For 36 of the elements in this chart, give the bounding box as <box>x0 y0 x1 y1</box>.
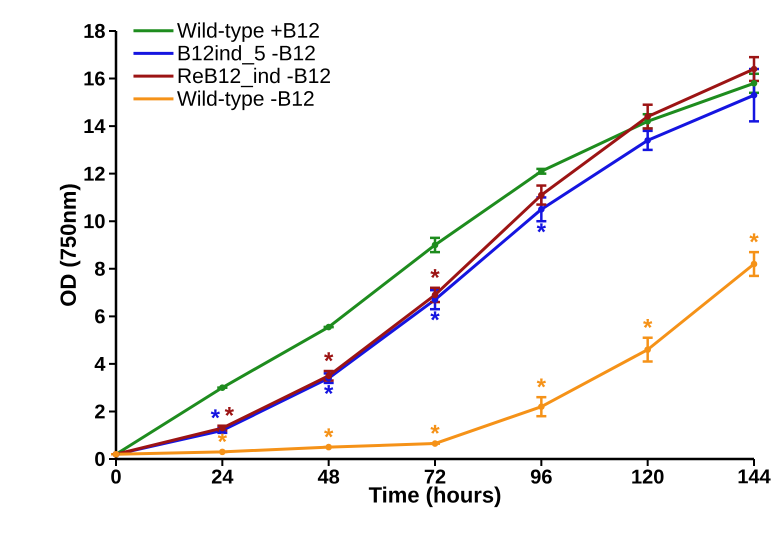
annotation: * <box>430 424 440 434</box>
y-tick-label: 16 <box>84 71 105 86</box>
annotation: * <box>430 269 440 278</box>
y-axis-title: OD (750nm) <box>60 184 80 306</box>
y-tick-label: 18 <box>84 24 105 38</box>
annotation: * <box>536 378 546 388</box>
legend-label: Wild-type +B12 <box>177 22 319 42</box>
y-tick-label: 4 <box>94 357 106 371</box>
legend-label: ReB12_ind -B12 <box>178 68 330 88</box>
y-tick-label: 10 <box>84 214 105 228</box>
annotation: * <box>749 233 759 242</box>
annotation: * <box>536 223 546 232</box>
x-tick-label: 144 <box>738 470 771 484</box>
legend-label: Wild-type -B12 <box>177 90 314 110</box>
annotation: * <box>430 311 440 320</box>
annotation: * <box>324 385 334 394</box>
annotation: * <box>324 428 334 438</box>
y-tick-label: 6 <box>95 309 105 324</box>
annotation: * <box>643 319 652 328</box>
x-axis-title: Time (hours) <box>368 486 500 508</box>
x-tick-label: 0 <box>111 470 121 484</box>
y-tick-label: 8 <box>94 262 105 276</box>
legend-label: B12ind_5 -B12 <box>178 45 315 64</box>
x-tick-label: 24 <box>212 470 234 484</box>
annotation: * <box>324 352 334 362</box>
annotation: * <box>218 433 227 442</box>
annotation: * <box>224 406 234 416</box>
x-tick-label: 48 <box>318 470 340 484</box>
y-tick-label: 0 <box>95 452 105 466</box>
x-tick-label: 120 <box>632 470 664 484</box>
y-tick-label: 12 <box>84 166 105 181</box>
y-tick-label: 2 <box>95 404 105 418</box>
x-tick-label: 96 <box>530 470 552 484</box>
y-tick-label: 14 <box>84 119 106 133</box>
x-tick-label: 72 <box>424 470 446 484</box>
annotation: * <box>210 409 220 418</box>
